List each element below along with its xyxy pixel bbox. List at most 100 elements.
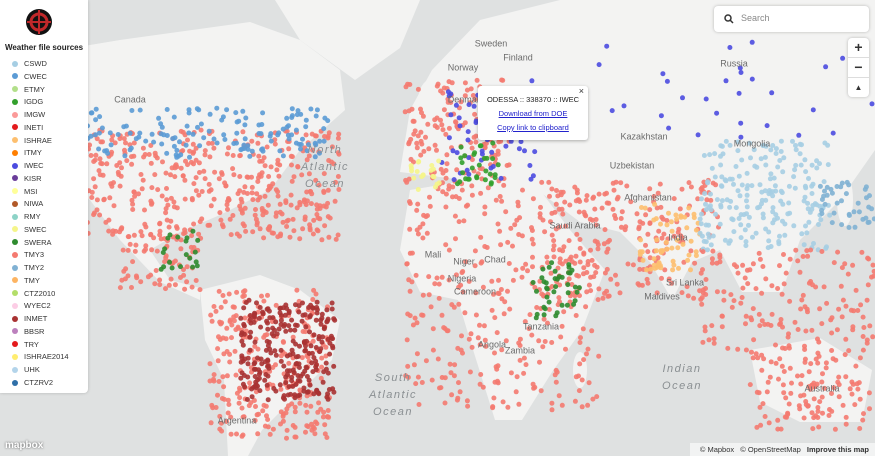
station[interactable] bbox=[708, 191, 713, 197]
station[interactable] bbox=[819, 249, 825, 254]
station[interactable] bbox=[802, 359, 808, 365]
station[interactable] bbox=[227, 216, 233, 222]
station[interactable] bbox=[785, 410, 791, 416]
station[interactable] bbox=[120, 247, 126, 253]
station[interactable] bbox=[228, 414, 234, 420]
station[interactable] bbox=[759, 290, 765, 296]
station[interactable] bbox=[308, 343, 314, 349]
station[interactable] bbox=[454, 167, 460, 173]
station[interactable] bbox=[513, 389, 519, 395]
station[interactable] bbox=[266, 174, 272, 179]
station[interactable] bbox=[452, 213, 458, 219]
station[interactable] bbox=[406, 277, 412, 283]
station[interactable] bbox=[278, 386, 284, 392]
station[interactable] bbox=[498, 138, 504, 144]
station[interactable] bbox=[703, 201, 708, 207]
station[interactable] bbox=[590, 217, 595, 223]
station[interactable] bbox=[813, 356, 819, 362]
station[interactable] bbox=[566, 270, 571, 276]
station[interactable] bbox=[738, 70, 744, 75]
station[interactable] bbox=[190, 131, 196, 137]
station[interactable] bbox=[262, 163, 268, 169]
station[interactable] bbox=[832, 426, 838, 432]
station[interactable] bbox=[443, 175, 449, 181]
station[interactable] bbox=[592, 206, 598, 212]
station[interactable] bbox=[280, 339, 286, 345]
station[interactable] bbox=[671, 233, 677, 239]
station[interactable] bbox=[329, 300, 335, 306]
station[interactable] bbox=[752, 163, 758, 169]
station[interactable] bbox=[441, 325, 447, 331]
station[interactable] bbox=[166, 224, 172, 230]
station[interactable] bbox=[231, 172, 237, 178]
station[interactable] bbox=[776, 376, 781, 382]
station[interactable] bbox=[857, 396, 863, 402]
legend-item[interactable]: TMY3 bbox=[12, 250, 44, 260]
station[interactable] bbox=[415, 231, 421, 237]
station[interactable] bbox=[748, 155, 753, 161]
station[interactable] bbox=[286, 323, 292, 329]
station[interactable] bbox=[251, 313, 257, 319]
station[interactable] bbox=[254, 300, 259, 306]
station[interactable] bbox=[93, 117, 99, 123]
station[interactable] bbox=[215, 346, 221, 352]
station[interactable] bbox=[87, 142, 93, 148]
station[interactable] bbox=[201, 168, 207, 174]
station[interactable] bbox=[247, 334, 253, 340]
station[interactable] bbox=[301, 199, 307, 205]
station[interactable] bbox=[860, 334, 866, 339]
legend-item[interactable]: CTZRV2 bbox=[12, 378, 53, 388]
station[interactable] bbox=[553, 379, 559, 385]
station[interactable] bbox=[550, 247, 556, 253]
station[interactable] bbox=[157, 282, 163, 288]
station[interactable] bbox=[257, 305, 263, 310]
station[interactable] bbox=[237, 388, 243, 393]
station[interactable] bbox=[482, 204, 488, 210]
station[interactable] bbox=[491, 395, 497, 401]
station[interactable] bbox=[853, 287, 859, 293]
station[interactable] bbox=[540, 344, 546, 350]
station[interactable] bbox=[591, 194, 597, 200]
station[interactable] bbox=[700, 287, 706, 293]
station[interactable] bbox=[231, 318, 237, 324]
legend-item[interactable]: SWEC bbox=[12, 225, 47, 235]
station[interactable] bbox=[240, 381, 246, 387]
station[interactable] bbox=[466, 176, 472, 182]
station[interactable] bbox=[614, 281, 620, 287]
station[interactable] bbox=[242, 184, 248, 190]
station[interactable] bbox=[275, 189, 281, 195]
station[interactable] bbox=[610, 180, 616, 186]
station[interactable] bbox=[117, 183, 123, 189]
station[interactable] bbox=[299, 172, 305, 178]
station[interactable] bbox=[129, 108, 135, 113]
station[interactable] bbox=[207, 361, 213, 367]
station[interactable] bbox=[325, 200, 331, 206]
station[interactable] bbox=[806, 176, 811, 181]
station[interactable] bbox=[247, 153, 253, 159]
station[interactable] bbox=[260, 110, 266, 116]
station[interactable] bbox=[115, 132, 121, 137]
station[interactable] bbox=[517, 215, 523, 221]
station[interactable] bbox=[560, 211, 566, 217]
station[interactable] bbox=[415, 374, 421, 380]
station[interactable] bbox=[773, 146, 779, 152]
station[interactable] bbox=[709, 323, 715, 329]
station[interactable] bbox=[800, 254, 806, 259]
station[interactable] bbox=[288, 202, 294, 208]
station[interactable] bbox=[860, 417, 866, 423]
station[interactable] bbox=[758, 422, 764, 428]
station[interactable] bbox=[778, 188, 784, 194]
station[interactable] bbox=[435, 356, 441, 362]
station[interactable] bbox=[780, 169, 786, 175]
station[interactable] bbox=[735, 270, 741, 276]
station[interactable] bbox=[642, 205, 648, 211]
station[interactable] bbox=[592, 262, 598, 268]
station[interactable] bbox=[529, 78, 535, 84]
station[interactable] bbox=[219, 222, 225, 228]
station[interactable] bbox=[658, 221, 663, 227]
station[interactable] bbox=[163, 210, 169, 216]
station[interactable] bbox=[847, 386, 853, 392]
station[interactable] bbox=[93, 106, 99, 112]
station[interactable] bbox=[414, 227, 420, 233]
station[interactable] bbox=[740, 285, 746, 291]
